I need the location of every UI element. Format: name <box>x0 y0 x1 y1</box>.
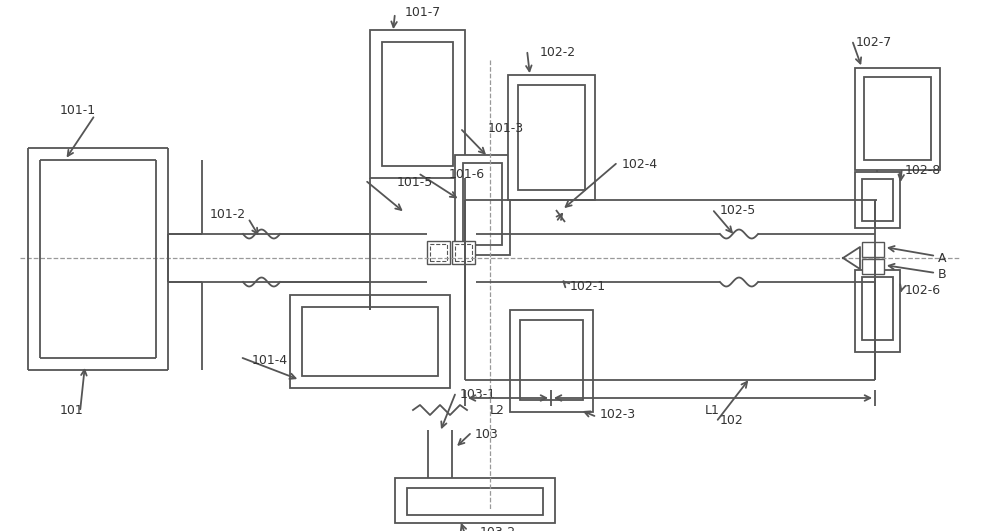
Bar <box>862 179 893 221</box>
Bar <box>382 42 453 166</box>
Bar <box>862 259 884 274</box>
Text: 101-6: 101-6 <box>449 168 485 182</box>
Text: 102-6: 102-6 <box>905 284 941 296</box>
Bar <box>862 277 893 340</box>
Bar <box>508 75 595 200</box>
Text: 101-4: 101-4 <box>252 354 288 366</box>
Text: 102-5: 102-5 <box>720 203 756 217</box>
Text: 102: 102 <box>720 414 744 426</box>
Bar <box>455 155 510 255</box>
Bar <box>395 478 555 523</box>
Text: 102-3: 102-3 <box>600 408 636 422</box>
Text: 101-7: 101-7 <box>405 5 441 19</box>
Text: 102-8: 102-8 <box>905 164 941 176</box>
Text: 102-1: 102-1 <box>570 280 606 294</box>
Text: 101-5: 101-5 <box>397 176 433 190</box>
Bar <box>302 307 438 376</box>
Bar <box>864 77 931 160</box>
Text: 103-2: 103-2 <box>480 526 516 531</box>
Text: 102-7: 102-7 <box>856 36 892 48</box>
Bar <box>463 163 502 245</box>
Text: 101-2: 101-2 <box>210 209 246 221</box>
Bar <box>370 30 465 178</box>
Text: 101-1: 101-1 <box>60 104 96 116</box>
Bar <box>510 310 593 412</box>
Text: B: B <box>938 269 947 281</box>
Bar <box>855 172 900 228</box>
Text: 102-4: 102-4 <box>622 158 658 172</box>
Bar <box>518 85 585 190</box>
Bar <box>855 68 940 170</box>
Text: 101-3: 101-3 <box>488 122 524 134</box>
Bar <box>427 241 450 264</box>
Bar <box>520 320 583 400</box>
Text: 103-1: 103-1 <box>460 389 496 401</box>
Text: A: A <box>938 252 946 264</box>
Bar <box>455 244 472 261</box>
Text: L2: L2 <box>490 404 504 416</box>
Text: L1: L1 <box>705 404 719 416</box>
Text: 103: 103 <box>475 429 499 441</box>
Bar <box>855 270 900 352</box>
Bar <box>430 244 447 261</box>
Text: 102-2: 102-2 <box>540 46 576 58</box>
Bar <box>862 242 884 257</box>
Bar <box>407 488 543 515</box>
Bar <box>290 295 450 388</box>
Text: 101: 101 <box>60 404 84 416</box>
Bar <box>452 241 475 264</box>
